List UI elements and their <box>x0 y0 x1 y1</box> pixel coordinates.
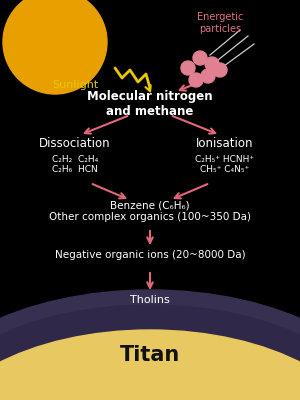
Circle shape <box>213 63 227 77</box>
Text: Ionisation: Ionisation <box>196 137 254 150</box>
Circle shape <box>201 69 215 83</box>
Text: Titan: Titan <box>120 345 180 365</box>
Ellipse shape <box>0 305 300 400</box>
Circle shape <box>181 61 195 75</box>
Text: Energetic
particles: Energetic particles <box>197 12 243 34</box>
Text: Molecular nitrogen
and methane: Molecular nitrogen and methane <box>87 90 213 118</box>
Ellipse shape <box>0 330 300 400</box>
Text: Tholins: Tholins <box>130 295 170 305</box>
Text: Sunlight: Sunlight <box>52 80 98 90</box>
Text: C₂H₅⁺ HCNH⁺
CH₅⁺ C₄N₅⁺: C₂H₅⁺ HCNH⁺ CH₅⁺ C₄N₅⁺ <box>195 155 255 174</box>
Circle shape <box>205 57 219 71</box>
Circle shape <box>3 0 107 94</box>
Text: Dissociation: Dissociation <box>39 137 111 150</box>
Text: C₂H₂  C₂H₄
C₂H₆  HCN: C₂H₂ C₂H₄ C₂H₆ HCN <box>52 155 98 174</box>
Ellipse shape <box>0 290 300 400</box>
Text: Negative organic ions (20~8000 Da): Negative organic ions (20~8000 Da) <box>55 250 245 260</box>
Text: Benzene (C₆H₆)
Other complex organics (100~350 Da): Benzene (C₆H₆) Other complex organics (1… <box>49 200 251 222</box>
Circle shape <box>193 51 207 65</box>
Circle shape <box>189 73 203 87</box>
